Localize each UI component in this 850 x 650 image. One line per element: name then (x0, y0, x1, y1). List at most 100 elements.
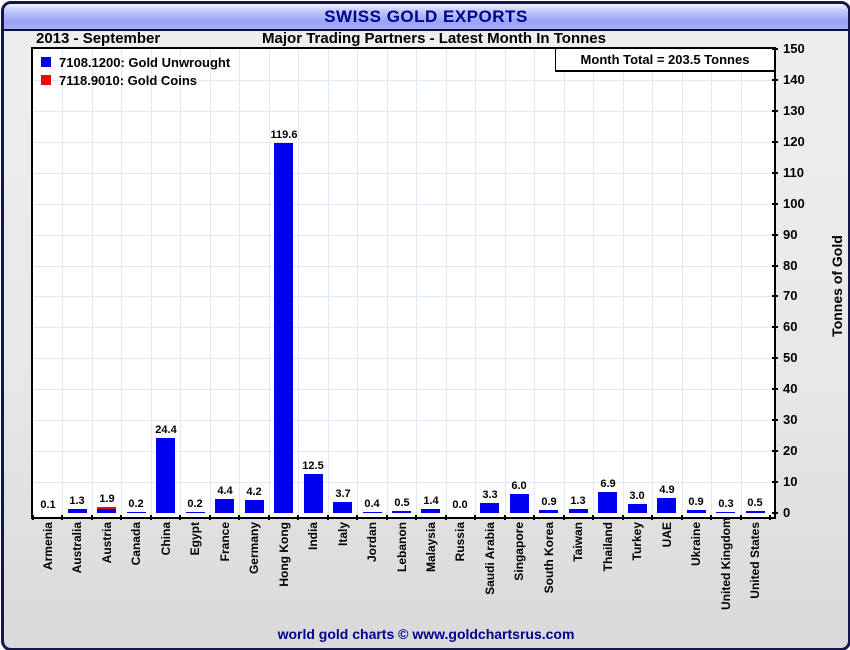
month-total-box: Month Total = 203.5 Tonnes (555, 49, 774, 72)
x-axis-tick (327, 515, 329, 520)
x-axis-tick (710, 515, 712, 520)
y-axis-tick (772, 295, 778, 297)
x-axis-tick (209, 515, 211, 520)
gridline-vertical (416, 49, 417, 517)
x-category-label: Turkey (630, 522, 644, 561)
gridline-vertical (387, 49, 388, 517)
y-axis-tick-label: 40 (783, 381, 798, 396)
bar-value-label: 0.2 (187, 498, 203, 510)
bar-value-label: 0.9 (541, 496, 557, 508)
y-axis-tick (772, 419, 778, 421)
x-axis-tick (238, 515, 240, 520)
bar-value-label: 4.9 (659, 484, 675, 496)
bar-segment-unwrought (746, 511, 765, 513)
gridline-horizontal (33, 203, 774, 205)
x-axis-tick (504, 515, 506, 520)
bar-value-label: 0.9 (688, 496, 704, 508)
legend-label-coins: 7118.9010: Gold Coins (59, 72, 198, 88)
plot-area: 0.1 1.3 1.9 0.2 24.4 0.2 4.4 4.2 119.6 12.5 3.7 0.4… (31, 47, 776, 519)
bar-segment-coins (97, 507, 116, 509)
bar-segment-unwrought (628, 504, 647, 513)
y-axis-tick-label: 90 (783, 227, 798, 242)
gridline-vertical (564, 49, 565, 517)
bar-segment-unwrought (687, 510, 706, 513)
y-axis-tick (772, 450, 778, 452)
bar-value-label: 0.5 (394, 497, 410, 509)
x-category-label: India (306, 522, 320, 551)
x-axis-tick (120, 515, 122, 520)
x-category-label: Italy (336, 522, 350, 547)
bar-segment-unwrought (186, 512, 205, 513)
bar-segment-unwrought (392, 511, 411, 513)
y-axis-tick (772, 357, 778, 359)
y-axis-tick-label: 30 (783, 412, 798, 427)
y-axis-tick (772, 110, 778, 112)
bar-value-label: 3.0 (629, 490, 645, 502)
y-axis-tick (772, 481, 778, 483)
y-axis-title: Tonnes of Gold (829, 235, 845, 337)
y-axis-tick (772, 203, 778, 205)
y-axis-tick (772, 141, 778, 143)
bar-value-label: 1.9 (99, 493, 115, 505)
bar-segment-unwrought (421, 509, 440, 513)
gridline-vertical (180, 49, 181, 517)
gridline-horizontal (33, 110, 774, 112)
x-category-label: South Korea (542, 522, 556, 594)
gridline-horizontal (33, 265, 774, 267)
bar-segment-unwrought (510, 494, 529, 513)
y-axis-tick (772, 79, 778, 81)
chart-title: SWISS GOLD EXPORTS (324, 6, 528, 26)
x-axis-tick (415, 515, 417, 520)
bar-segment-unwrought (539, 510, 558, 513)
gridline-horizontal (33, 234, 774, 236)
x-axis-tick (32, 515, 34, 520)
gridline-vertical (475, 49, 476, 517)
y-axis-tick (772, 326, 778, 328)
x-category-label: UAE (660, 522, 674, 548)
y-axis-tick-label: 120 (783, 134, 805, 149)
x-category-label: Austria (100, 522, 114, 564)
bar-segment-unwrought (245, 500, 264, 513)
legend-swatch-coins-icon (41, 75, 51, 85)
bar-value-label: 1.3 (69, 495, 85, 507)
y-axis-tick-label: 150 (783, 41, 805, 56)
gridline-vertical (593, 49, 594, 517)
x-axis-tick (150, 515, 152, 520)
title-bar: SWISS GOLD EXPORTS (4, 4, 848, 31)
x-axis-tick (386, 515, 388, 520)
gridline-vertical (62, 49, 63, 517)
bar-value-label: 24.4 (155, 424, 177, 436)
gridline-vertical (652, 49, 653, 517)
gridline-horizontal (33, 172, 774, 174)
x-category-label: Germany (247, 522, 261, 575)
x-axis-tick (769, 515, 771, 520)
x-category-label: Armenia (41, 522, 55, 571)
bar-segment-unwrought (127, 512, 146, 513)
bar-segment-unwrought (304, 474, 323, 513)
gridline-vertical (121, 49, 122, 517)
gridline-vertical (239, 49, 240, 517)
x-axis-tick (740, 515, 742, 520)
bar-segment-unwrought (156, 438, 175, 513)
chart-subtitle: Major Trading Partners - Latest Month In… (262, 30, 606, 47)
bar-value-label: 1.4 (423, 495, 439, 507)
x-category-label: United States (748, 522, 762, 599)
x-axis-tick (474, 515, 476, 520)
bar-value-label: 0.2 (128, 498, 144, 510)
bar-segment-unwrought (215, 499, 234, 513)
bar-segment-unwrought (274, 143, 293, 513)
footer-credit: world gold charts © www.goldchartsrus.co… (277, 626, 575, 642)
gridline-vertical (741, 49, 742, 517)
x-category-label: Jordan (365, 522, 379, 563)
gridline-vertical (505, 49, 506, 517)
x-axis-tick (681, 515, 683, 520)
x-axis-tick (61, 515, 63, 520)
legend: 7108.1200: Gold Unwrought 7118.9010: Gol… (41, 53, 230, 89)
gridline-horizontal (33, 389, 774, 391)
bar-value-label: 0.4 (364, 498, 380, 510)
y-axis-tick-label: 10 (783, 474, 798, 489)
x-category-label: Lebanon (395, 522, 409, 572)
y-axis-tick (772, 234, 778, 236)
bar-segment-unwrought (716, 512, 735, 513)
